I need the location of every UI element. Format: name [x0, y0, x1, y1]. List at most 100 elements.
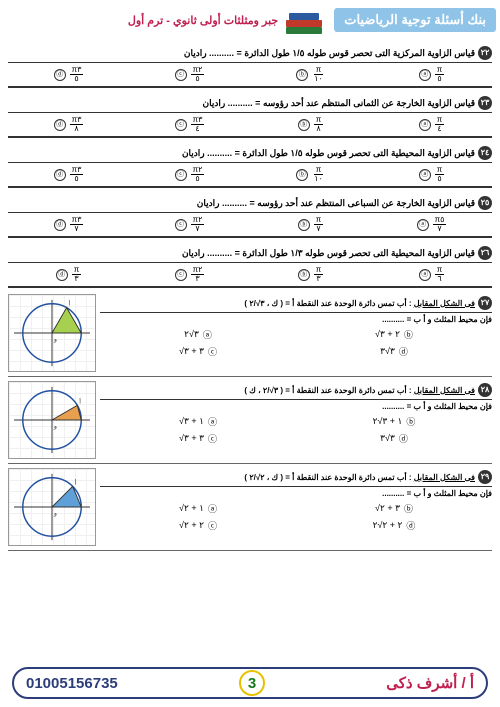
option: ⓑ٣ + ٢√ [296, 502, 492, 515]
fraction: π٢٥ [191, 166, 205, 183]
figure-text: ٢٩فى الشكل المقابل : أب تمس دائرة الوحدة… [100, 468, 492, 534]
question-number: ٢٦ [478, 246, 492, 260]
figure-options: ⓐ١ + ٢√ⓑ٣ + ٢√ [100, 500, 492, 517]
option-marker: ⓒ [175, 269, 187, 281]
question-text: ٢٦قياس الزاوية المحيطية التى تحصر قوس طو… [8, 244, 492, 263]
fraction: π٨ [314, 116, 324, 133]
option-marker: ⓓ [54, 169, 66, 181]
option-marker: ⓓ [54, 119, 66, 131]
fraction: π٢٥ [191, 66, 205, 83]
option-marker: ⓓ [56, 269, 68, 281]
option-marker: ⓐ [419, 119, 431, 131]
page-number: 3 [239, 670, 265, 696]
figure-question: ٢٩فى الشكل المقابل : أب تمس دائرة الوحدة… [8, 468, 492, 551]
svg-text:و: و [53, 424, 57, 430]
unit-circle-figure: أو [8, 468, 96, 546]
option: ⓐ π٥٧ [371, 216, 492, 233]
svg-text:أ: أ [75, 477, 77, 486]
option: ⓑ٢ + ٣√ [296, 328, 492, 341]
options-row: ⓐ π٥ ⓑ π١٠ ⓒ π٢٥ ⓓ π٣٥ [8, 63, 492, 88]
option: ⓑ١ + ٣√٢ [296, 415, 492, 428]
question-number: ٢٤ [478, 146, 492, 160]
question-number: ٢٨ [478, 383, 492, 397]
figure-options: ⓐ١ + ٣√ⓑ١ + ٣√٢ [100, 413, 492, 430]
question-number: ٢٩ [478, 470, 492, 484]
options-row: ⓐπ٥ⓑπ١٠ⓒπ٢٥ⓓπ٣٥ [8, 163, 492, 188]
option: ⓓ π٣٥ [8, 66, 129, 83]
option: ⓑ π٧ [250, 216, 371, 233]
question-number: ٢٥ [478, 196, 492, 210]
option: ⓓ π٣٧ [8, 216, 129, 233]
fraction: π٢٧ [191, 216, 205, 233]
figure-text: ٢٨فى الشكل المقابل : أب تمس دائرة الوحدة… [100, 381, 492, 447]
option-marker: ⓓ [54, 69, 66, 81]
question-text: ٢٤قياس الزاوية المحيطية التى تحصر قوس طو… [8, 144, 492, 163]
fraction: π٥ [435, 66, 445, 83]
content-area: ٢٢قياس الزاوية المركزية التى تحصر قوس طو… [0, 40, 500, 559]
fraction: π٥٧ [433, 216, 447, 233]
option-marker: ⓒ [175, 69, 187, 81]
question: ٢٢قياس الزاوية المركزية التى تحصر قوس طو… [8, 44, 492, 88]
svg-text:أ: أ [79, 396, 81, 405]
svg-text:و: و [53, 511, 57, 517]
option: ⓑ π١٠ [250, 66, 371, 83]
header-subtitle: جبر ومثلثات أولى ثانوي - ترم أول [128, 14, 278, 27]
option-marker: ⓑ [298, 219, 310, 231]
option-marker: ⓒ [175, 119, 187, 131]
option-marker: ⓓ [54, 219, 66, 231]
option: ⓓ π٣٥ [8, 166, 129, 183]
footer-phone: 01005156735 [26, 675, 118, 692]
fraction: π٦ [435, 266, 445, 283]
option: ⓑπ٣ [250, 266, 371, 283]
svg-text:أ: أ [69, 299, 71, 308]
option: ⓒ π٢٧ [129, 216, 250, 233]
option-marker: ⓐ [417, 219, 429, 231]
options-row: ⓐ π٥٧ ⓑ π٧ ⓒ π٢٧ ⓓ π٣٧ [8, 213, 492, 238]
figure-options: ⓒ٣ + ٣√ⓓ٣√٣ [100, 343, 492, 360]
option: ⓐπ٤ [371, 116, 492, 133]
figure-options: ⓐ٣√٢ⓑ٢ + ٣√ [100, 326, 492, 343]
option: ⓓ٣√٣ [296, 432, 492, 445]
figure-question: ٢٧فى الشكل المقابل : أب تمس دائرة الوحدة… [8, 294, 492, 377]
fraction: π٥ [435, 166, 445, 183]
fraction: π٣ [72, 266, 82, 283]
unit-circle-figure: أو [8, 294, 96, 372]
question: ٢٥قياس الزاوية الخارجة عن السباعى المنتظ… [8, 194, 492, 238]
question-number: ٢٣ [478, 96, 492, 110]
option: ⓒ π٢٥ [129, 166, 250, 183]
page-footer: 01005156735 3 أ / أشرف ذكى [0, 667, 500, 699]
option-marker: ⓐ [419, 269, 431, 281]
option: ⓐ١ + ٢√ [100, 502, 296, 515]
question-text: ٢٢قياس الزاوية المركزية التى تحصر قوس طو… [8, 44, 492, 63]
fraction: π٣٥ [70, 66, 84, 83]
option: ⓓ٢ + ٢√٢ [296, 519, 492, 532]
option-marker: ⓒ [175, 219, 187, 231]
fraction: π٣٤ [191, 116, 205, 133]
option-marker: ⓑ [296, 69, 308, 81]
unit-circle-figure: أو [8, 381, 96, 459]
question-number: ٢٧ [478, 296, 492, 310]
option: ⓒ π٣٤ [129, 116, 250, 133]
option: ⓓ π٣٨ [8, 116, 129, 133]
option: ⓒ π٢٥ [129, 66, 250, 83]
option: ⓓ٣√٣ [296, 345, 492, 358]
option-marker: ⓑ [298, 269, 310, 281]
options-row: ⓐ π٦ ⓑπ٣ ⓒ π٢٣ ⓓ π٣ [8, 263, 492, 288]
books-icon [286, 6, 326, 34]
fraction: π٣٧ [70, 216, 84, 233]
svg-text:و: و [53, 337, 57, 343]
fraction: π١٠ [312, 66, 325, 83]
fraction: π٢٣ [191, 266, 205, 283]
option: ⓐ١ + ٣√ [100, 415, 296, 428]
fraction: π٣٨ [70, 116, 84, 133]
option-marker: ⓑ [296, 169, 308, 181]
option: ⓓ π٣ [8, 266, 129, 283]
option-marker: ⓒ [175, 169, 187, 181]
fraction: π٣٥ [70, 166, 84, 183]
fraction: π٧ [314, 216, 324, 233]
option: ⓐ π٦ [371, 266, 492, 283]
option: ⓒ٣ + ٣√ [100, 345, 296, 358]
option-marker: ⓐ [419, 169, 431, 181]
option-marker: ⓐ [419, 69, 431, 81]
header-title: بنك أسئلة توجية الرياضيات [334, 8, 496, 32]
